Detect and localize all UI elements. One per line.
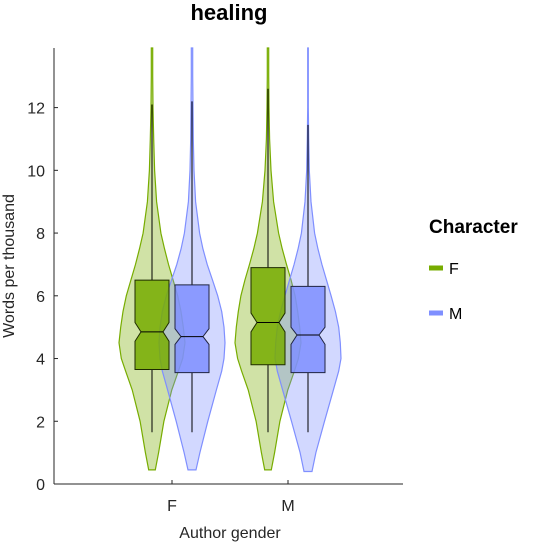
y-tick-label: 8: [36, 226, 45, 243]
legend-title: Character: [429, 217, 518, 238]
box-M-M: [290, 285, 326, 374]
legend: Character F M: [429, 217, 518, 323]
y-tick-label: 10: [27, 163, 45, 180]
plot-area: [118, 47, 342, 473]
x-tick-label: F: [167, 498, 177, 515]
legend-label-M: M: [449, 306, 462, 323]
x-axis-title: Author gender: [179, 525, 281, 542]
box-M-F: [174, 284, 210, 374]
box-F-M: [250, 267, 286, 366]
y-axis-title: Words per thousand: [1, 194, 18, 338]
y-tick-label: 4: [36, 352, 45, 369]
x-tick-label: M: [281, 498, 294, 515]
y-tick-label: 0: [36, 477, 45, 494]
box-F-F: [134, 279, 170, 371]
y-tick-label: 2: [36, 414, 45, 431]
chart-title: healing: [190, 0, 267, 25]
axes: 0 2 4 6 8 10 12 F M: [27, 48, 403, 515]
y-tick-label: 12: [27, 101, 45, 118]
y-tick-label: 6: [36, 289, 45, 306]
legend-label-F: F: [449, 261, 459, 278]
